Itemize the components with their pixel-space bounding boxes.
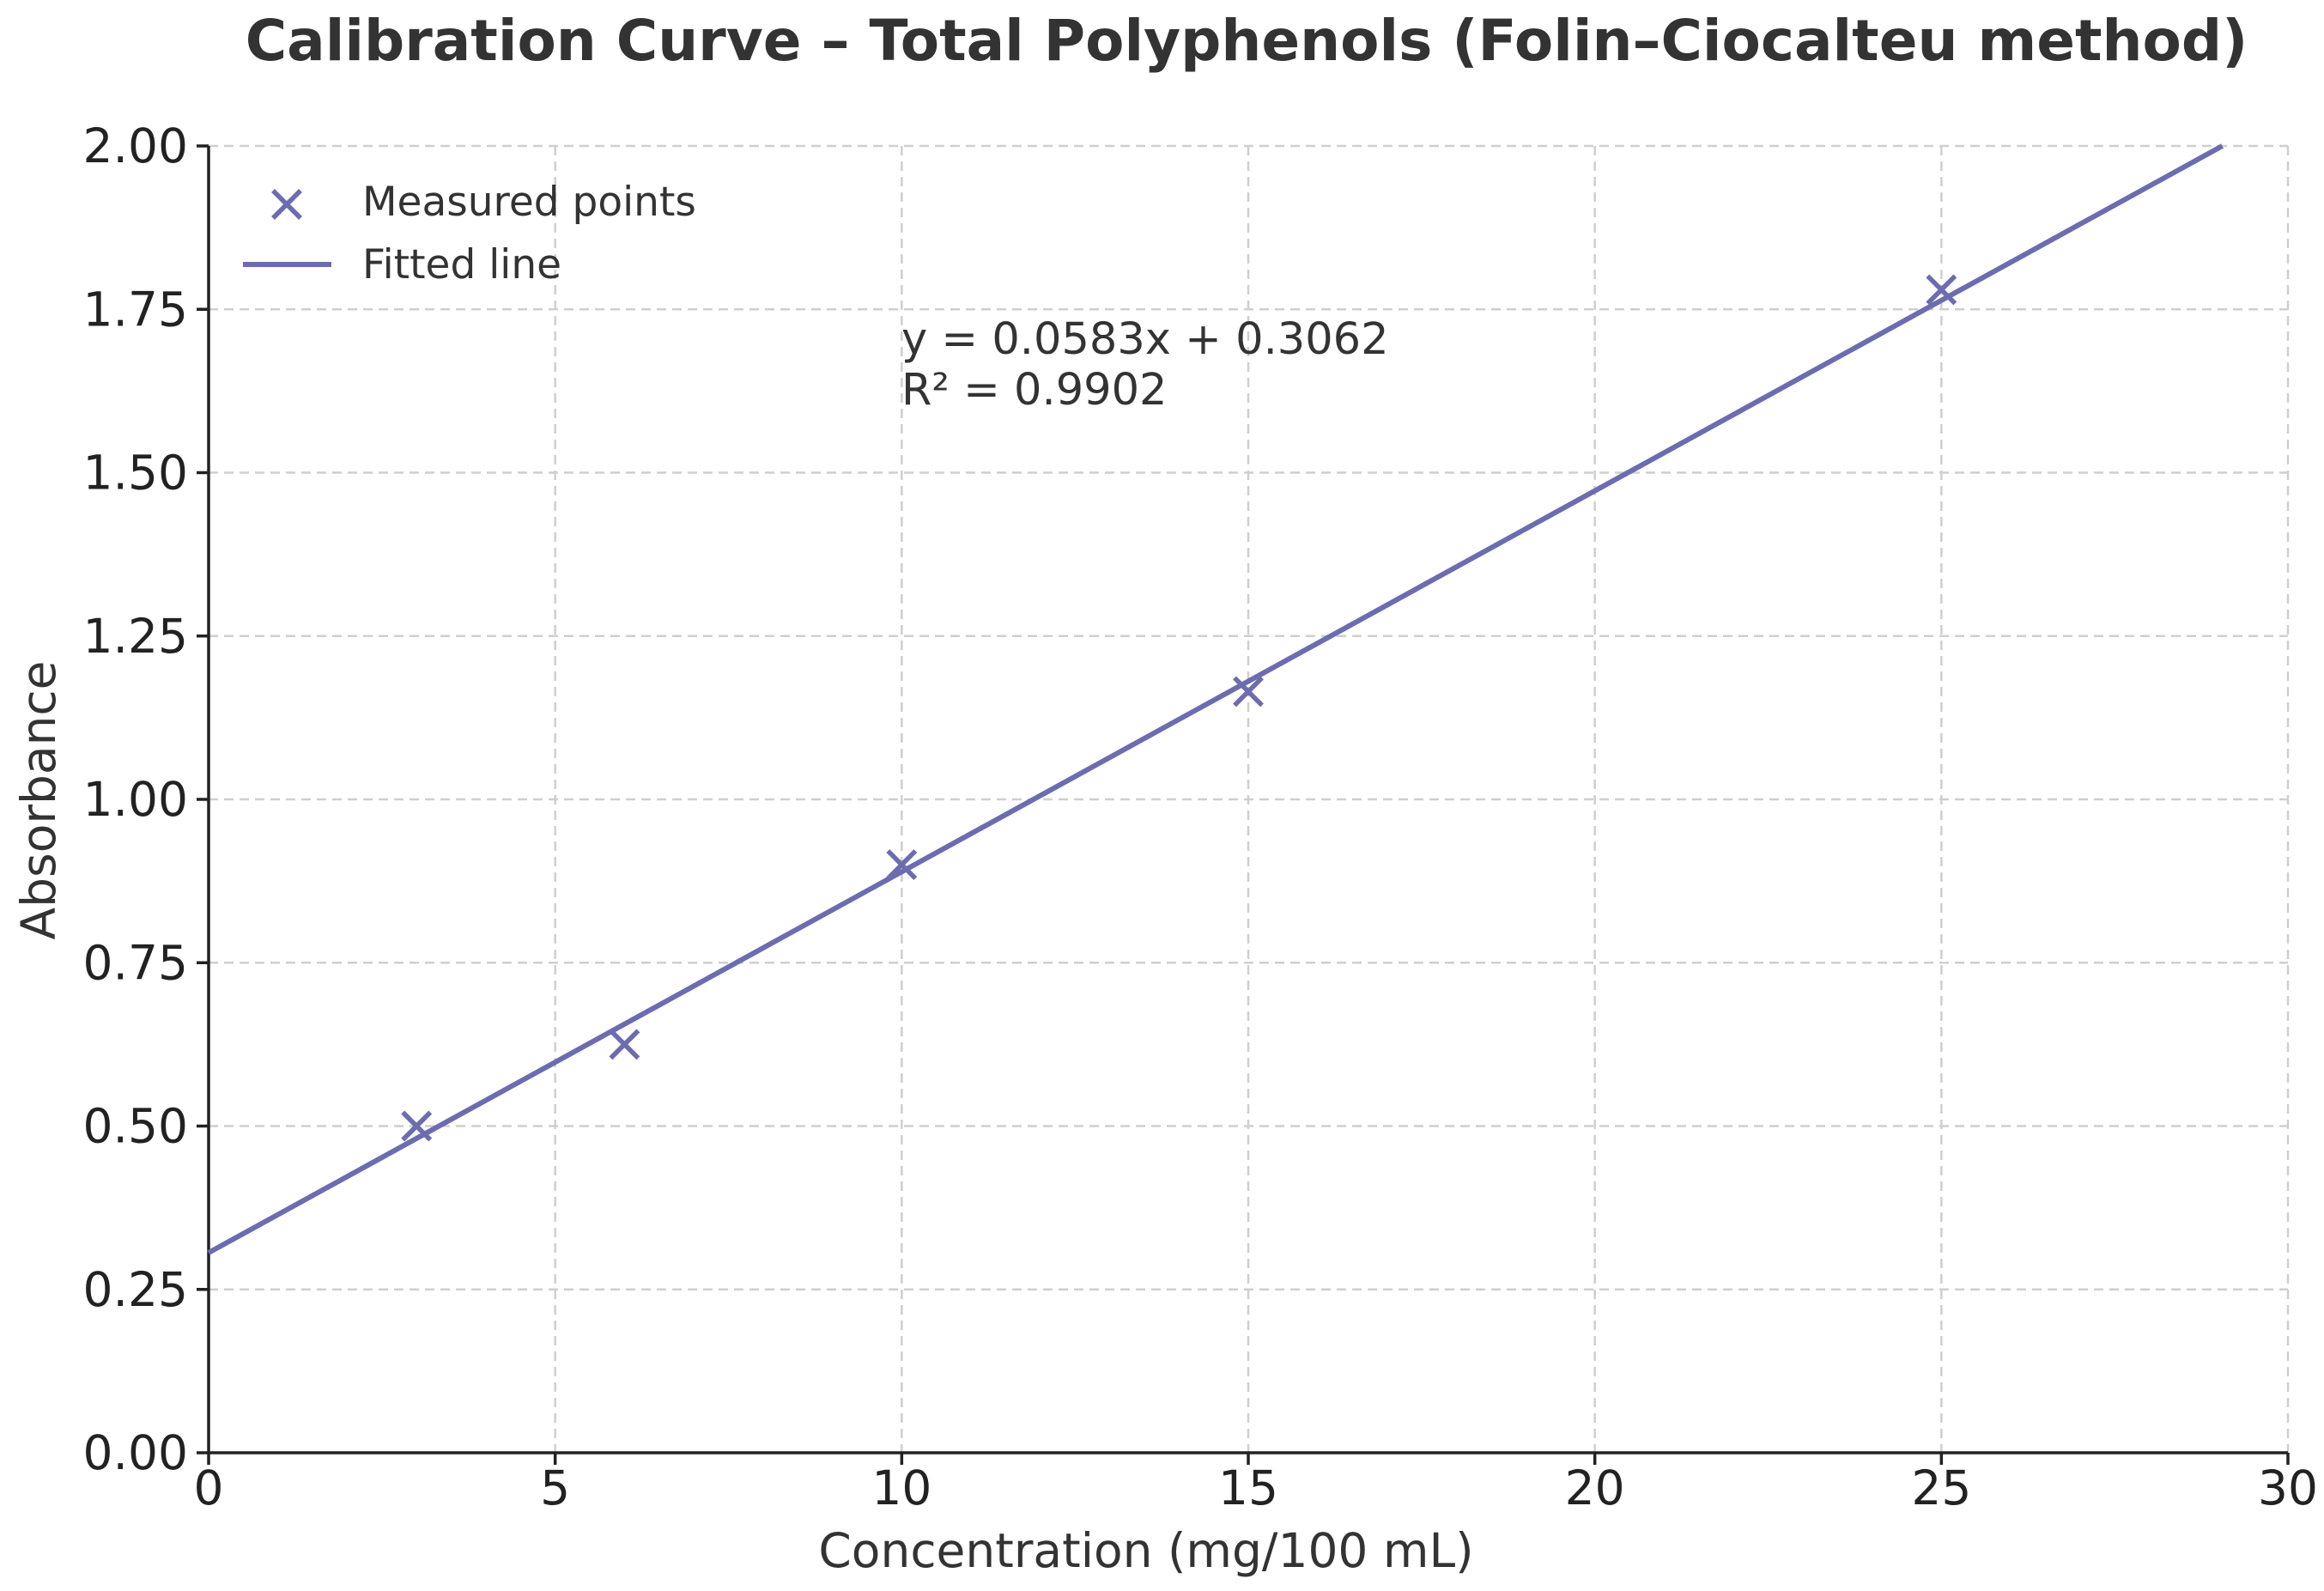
x-tick-label: 0 [194,1460,224,1515]
x-axis-ticks: 0 5 10 15 20 25 30 [194,1453,2318,1515]
legend-label-fitted: Fitted line [362,241,561,288]
y-tick-label: 1.50 [83,446,188,501]
measured-point [1926,274,1957,306]
fitted-line-series [207,143,2224,1255]
x-tick-label: 25 [1911,1460,1971,1515]
y-tick-label: 0.00 [83,1425,188,1480]
x-tick-label: 5 [540,1460,570,1515]
x-tick-label: 10 [871,1460,931,1515]
y-tick-label: 1.00 [83,772,188,827]
y-axis-ticks: 0.00 0.25 0.50 0.75 1.00 1.25 1.50 1.75 2.00 [83,118,209,1480]
x-tick-label: 15 [1218,1460,1278,1515]
legend-x-marker-icon [271,189,302,220]
fitted-line [207,143,2224,1255]
y-tick-label: 0.50 [83,1099,188,1154]
y-tick-label: 2.00 [83,118,188,173]
measured-points-series [401,274,1957,1142]
equation-annotation: y = 0.0583x + 0.3062 [901,314,1389,365]
measured-point [401,1110,433,1142]
x-tick-label: 20 [1565,1460,1625,1515]
x-tick-label: 30 [2258,1460,2318,1515]
y-tick-label: 0.25 [83,1262,188,1317]
y-tick-label: 0.75 [83,935,188,990]
legend: Measured points Fitted line [243,179,696,288]
y-tick-label: 1.25 [83,609,188,664]
r-squared-annotation: R² = 0.9902 [901,365,1168,416]
measured-point [1233,676,1264,707]
x-axis-label: Concentration (mg/100 mL) [818,1523,1473,1578]
grid-lines [207,144,2290,1454]
y-tick-label: 1.75 [83,282,188,337]
measured-point [886,849,918,881]
y-axis-label: Absorbance [11,660,66,939]
legend-label-measured: Measured points [362,179,696,226]
measured-point [609,1029,640,1060]
chart-title: Calibration Curve – Total Polyphenols (F… [246,8,2248,74]
